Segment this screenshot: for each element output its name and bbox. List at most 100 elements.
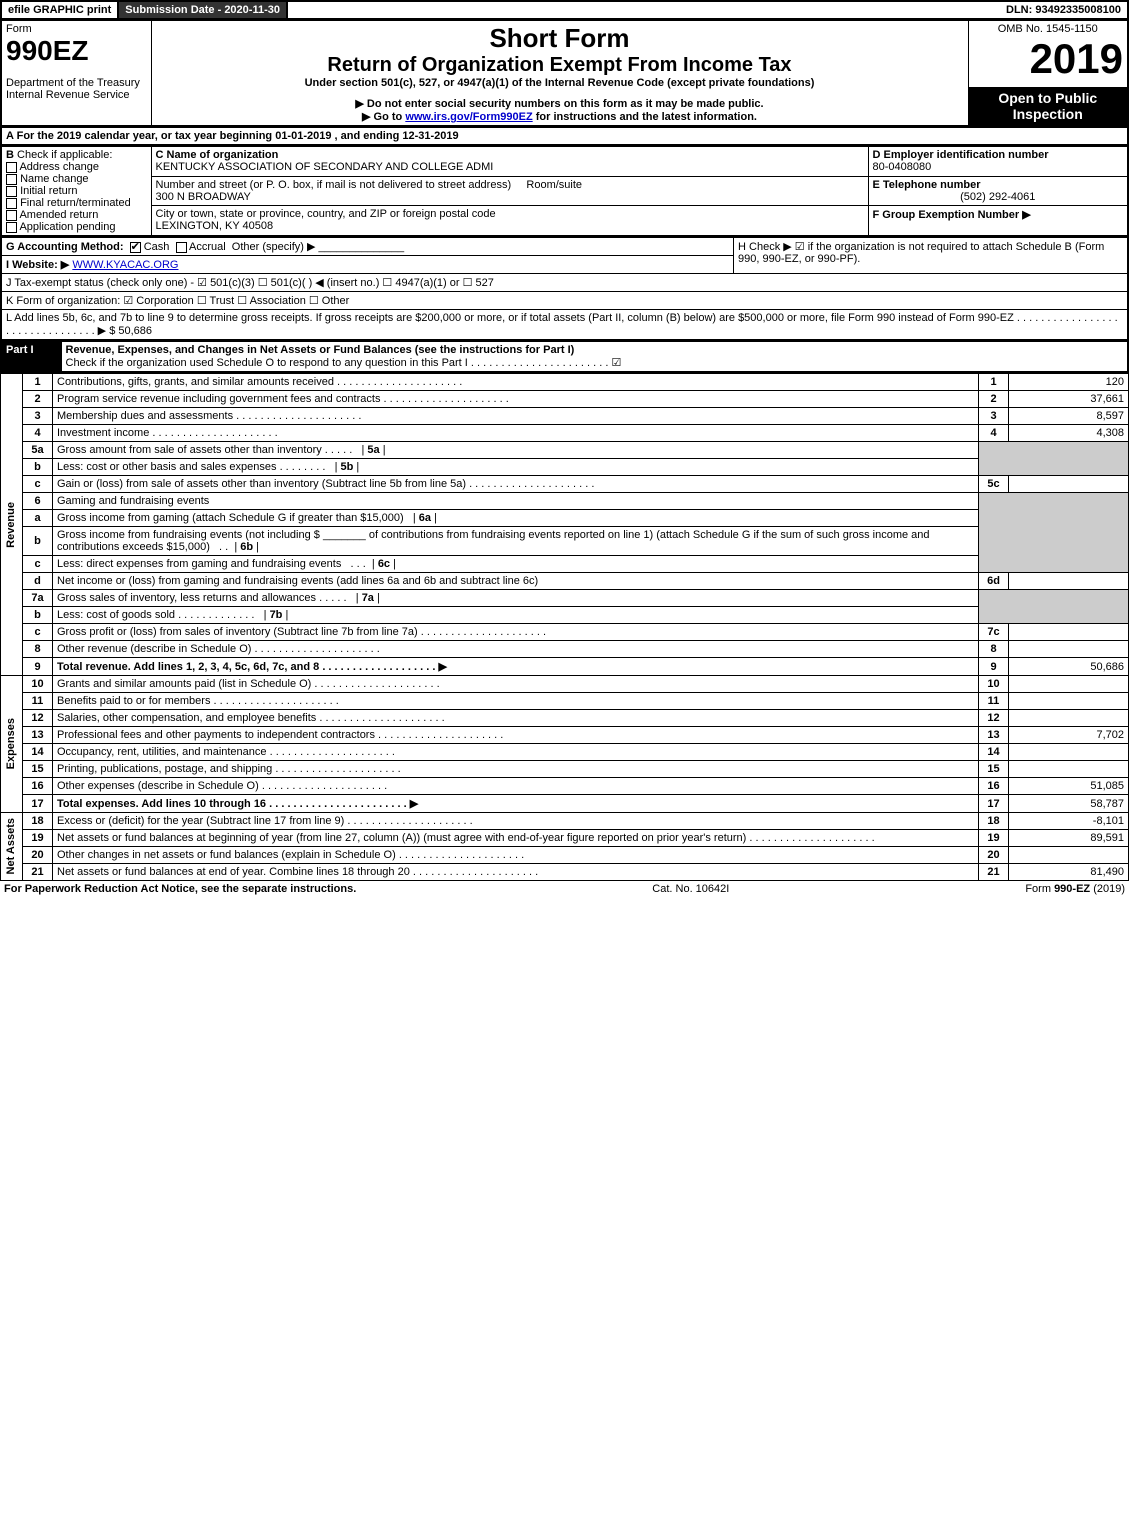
dept: Department of the Treasury Internal Reve… (6, 77, 147, 101)
g-other: Other (specify) ▶ (232, 241, 316, 253)
footer-mid: Cat. No. 10642I (652, 883, 729, 895)
dln: DLN: 93492335008100 (1000, 2, 1127, 18)
line-15: Printing, publications, postage, and shi… (53, 761, 979, 778)
line-20: Other changes in net assets or fund bala… (53, 847, 979, 864)
line-6: Gaming and fundraising events (53, 493, 979, 510)
line-5c: Gain or (loss) from sale of assets other… (53, 476, 979, 493)
omb-number: OMB No. 1545-1150 (973, 23, 1124, 35)
title-return: Return of Organization Exempt From Incom… (156, 54, 964, 77)
sub1: Under section 501(c), 527, or 4947(a)(1)… (156, 77, 964, 89)
line-12: Salaries, other compensation, and employ… (53, 710, 979, 727)
val-17: 58,787 (1009, 795, 1129, 813)
line-17: Total expenses. Add lines 10 through 16 … (53, 795, 979, 813)
line-6a: Gross income from gaming (attach Schedul… (53, 510, 979, 527)
ein: 80-0408080 (873, 161, 932, 173)
val-18: -8,101 (1009, 813, 1129, 830)
phone: (502) 292-4061 (873, 191, 1124, 203)
efile-print-btn[interactable]: efile GRAPHIC print (2, 2, 119, 18)
part1-check: Check if the organization used Schedule … (66, 357, 622, 369)
org-name: KENTUCKY ASSOCIATION OF SECONDARY AND CO… (156, 161, 494, 173)
line-19: Net assets or fund balances at beginning… (53, 830, 979, 847)
b-item-3: Final return/terminated (20, 197, 131, 209)
street-lbl: Number and street (or P. O. box, if mail… (156, 179, 512, 191)
city-lbl: City or town, state or province, country… (156, 208, 496, 220)
irs-link[interactable]: www.irs.gov/Form990EZ (405, 111, 532, 123)
b-item-5: Application pending (19, 221, 115, 233)
val-4: 4,308 (1009, 425, 1129, 442)
line-6c: Less: direct expenses from gaming and fu… (53, 556, 979, 573)
entity-block: B Check if applicable: Address change Na… (0, 146, 1129, 237)
val-19: 89,591 (1009, 830, 1129, 847)
form-label: Form (6, 23, 147, 35)
line-k: K Form of organization: ☑ Corporation ☐ … (1, 292, 1128, 310)
b-label: Check if applicable: (17, 149, 112, 161)
form-number: 990EZ (6, 35, 147, 67)
part1-title: Revenue, Expenses, and Changes in Net As… (66, 344, 575, 356)
val-3: 8,597 (1009, 408, 1129, 425)
val-1: 120 (1009, 374, 1129, 391)
line-6b: Gross income from fundraising events (no… (53, 527, 979, 556)
line-11: Benefits paid to or for members (53, 693, 979, 710)
sub3-pre: ▶ Go to (362, 111, 405, 123)
line-1: Contributions, gifts, grants, and simila… (53, 374, 979, 391)
line-13: Professional fees and other payments to … (53, 727, 979, 744)
top-bar: efile GRAPHIC print Submission Date - 20… (0, 0, 1129, 20)
line-4: Investment income (53, 425, 979, 442)
f-lbl: F Group Exemption Number ▶ (873, 209, 1031, 221)
footer: For Paperwork Reduction Act Notice, see … (0, 881, 1129, 897)
line-16: Other expenses (describe in Schedule O) (53, 778, 979, 795)
street: 300 N BROADWAY (156, 191, 251, 203)
footer-right: Form 990-EZ (2019) (1025, 883, 1125, 895)
e-lbl: E Telephone number (873, 179, 981, 191)
submission-date: Submission Date - 2020-11-30 (119, 2, 288, 18)
line-21: Net assets or fund balances at end of ye… (53, 864, 979, 881)
lines-table: Revenue 1Contributions, gifts, grants, a… (0, 373, 1129, 881)
line-8: Other revenue (describe in Schedule O) (53, 641, 979, 658)
val-2: 37,661 (1009, 391, 1129, 408)
line-j: J Tax-exempt status (check only one) - ☑… (1, 274, 1128, 292)
tax-year: 2019 (973, 35, 1124, 83)
room-lbl: Room/suite (526, 179, 582, 191)
line-7c: Gross profit or (loss) from sales of inv… (53, 624, 979, 641)
line-5a: Gross amount from sale of assets other t… (53, 442, 979, 459)
line-7a: Gross sales of inventory, less returns a… (53, 590, 979, 607)
i-lbl: I Website: ▶ (6, 259, 69, 271)
line-a: A For the 2019 calendar year, or tax yea… (1, 128, 1128, 146)
part1-head: Part I (1, 342, 61, 373)
b-item-1: Name change (20, 173, 89, 185)
section-expenses: Expenses (5, 718, 17, 769)
header-table: Form 990EZ Department of the Treasury In… (0, 20, 1129, 127)
line-7b: Less: cost of goods sold . . . . . . . .… (53, 607, 979, 624)
line-l: L Add lines 5b, 6c, and 7b to line 9 to … (1, 310, 1128, 341)
line-14: Occupancy, rent, utilities, and maintena… (53, 744, 979, 761)
line-9: Total revenue. Add lines 1, 2, 3, 4, 5c,… (53, 658, 979, 676)
g-lbl: G Accounting Method: (6, 241, 124, 253)
line-5b: Less: cost or other basis and sales expe… (53, 459, 979, 476)
sub3: ▶ Go to www.irs.gov/Form990EZ for instru… (156, 110, 964, 123)
b-item-4: Amended return (19, 209, 98, 221)
city: LEXINGTON, KY 40508 (156, 220, 274, 232)
c-name-lbl: C Name of organization (156, 149, 279, 161)
d-lbl: D Employer identification number (873, 149, 1049, 161)
website-link[interactable]: WWW.KYACAC.ORG (72, 259, 178, 271)
line-6d: Net income or (loss) from gaming and fun… (53, 573, 979, 590)
line-h: H Check ▶ ☑ if the organization is not r… (734, 238, 1128, 274)
open-public: Open to Public Inspection (968, 87, 1128, 126)
val-21: 81,490 (1009, 864, 1129, 881)
g-accr: Accrual (189, 241, 226, 253)
val-16: 51,085 (1009, 778, 1129, 795)
line-3: Membership dues and assessments (53, 408, 979, 425)
sub2: ▶ Do not enter social security numbers o… (156, 97, 964, 110)
section-revenue: Revenue (5, 502, 17, 548)
val-13: 7,702 (1009, 727, 1129, 744)
b-item-0: Address change (19, 161, 99, 173)
g-cash: Cash (144, 241, 170, 253)
section-netassets: Net Assets (5, 818, 17, 874)
val-9: 50,686 (1009, 658, 1129, 676)
line-10: Grants and similar amounts paid (list in… (53, 676, 979, 693)
footer-left: For Paperwork Reduction Act Notice, see … (4, 883, 356, 895)
b-item-2: Initial return (20, 185, 77, 197)
title-short-form: Short Form (156, 23, 964, 54)
line-2: Program service revenue including govern… (53, 391, 979, 408)
line-18: Excess or (deficit) for the year (Subtra… (53, 813, 979, 830)
